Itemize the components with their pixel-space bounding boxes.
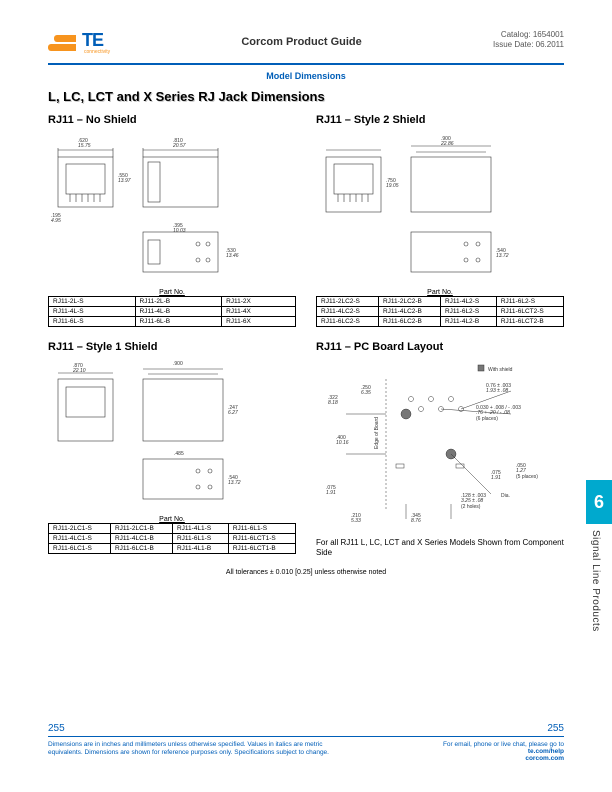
tab-number: 6	[586, 480, 612, 524]
svg-text:Dia.: Dia.	[501, 493, 510, 499]
page-footer: 255 255 Dimensions are in inches and mil…	[48, 723, 564, 762]
svg-text:1.93 ± .08: 1.93 ± .08	[486, 388, 508, 394]
svg-text:22.10: 22.10	[72, 368, 86, 374]
svg-text:6.27: 6.27	[228, 410, 238, 416]
svg-text:6.35: 6.35	[361, 390, 371, 396]
pcb-footnote: For all RJ11 L, LC, LCT and X Series Mod…	[316, 538, 564, 559]
drawing-pcb: With shield .322 8.18 .250 6.35 .400 10.…	[316, 359, 556, 529]
svg-text:(2 holes): (2 holes)	[461, 504, 481, 510]
panel-pcb: RJ11 – PC Board Layout	[316, 341, 564, 559]
brand-logo: TE connectivity	[48, 30, 110, 55]
parts-table-3: RJ11-2LC1-SRJ11-2LC1-BRJ11-4L1-SRJ11-6L1…	[48, 523, 296, 554]
svg-text:.485: .485	[174, 451, 184, 457]
section-label: Model Dimensions	[48, 71, 564, 81]
svg-text:13.97: 13.97	[118, 178, 131, 184]
panel-no-shield: RJ11 – No Shield	[48, 114, 296, 327]
svg-text:(6 places): (6 places)	[476, 416, 498, 422]
svg-text:1.91: 1.91	[491, 475, 501, 481]
drawing-style2: .900 22.86 .750 19.05 .540 13.72	[316, 132, 556, 282]
section-tab: 6 Signal Line Products	[586, 480, 612, 632]
svg-text:19.05: 19.05	[386, 183, 399, 189]
tab-label: Signal Line Products	[586, 530, 601, 632]
svg-text:.900: .900	[173, 361, 183, 367]
page-header: TE connectivity Corcom Product Guide Cat…	[48, 30, 564, 59]
panel-style1: RJ11 – Style 1 Shield .870 22.10 .900 .2…	[48, 341, 296, 559]
drawing-no-shield: .620 15.75 .810 20.57 .550 13.97 .195 4.…	[48, 132, 288, 282]
tolerance-note: All tolerances ± 0.010 [0.25] unless oth…	[48, 569, 564, 576]
svg-text:10.03: 10.03	[173, 228, 186, 234]
svg-text:20.57: 20.57	[172, 143, 186, 149]
panel-style2: RJ11 – Style 2 Shield .900	[316, 114, 564, 327]
svg-text:10.16: 10.16	[336, 440, 349, 446]
svg-text:13.46: 13.46	[226, 253, 239, 259]
svg-text:5.33: 5.33	[351, 518, 361, 524]
header-rule	[48, 63, 564, 65]
svg-text:22.86: 22.86	[440, 141, 454, 147]
svg-text:Edge of Board: Edge of Board	[374, 417, 380, 449]
svg-text:13.72: 13.72	[228, 480, 241, 486]
svg-text:(5 places): (5 places)	[516, 474, 538, 480]
svg-text:4.95: 4.95	[51, 218, 61, 224]
svg-text:8.76: 8.76	[411, 518, 421, 524]
brand-subtext: connectivity	[84, 49, 110, 55]
brand-text: TE	[82, 30, 110, 51]
page-title: L, LC, LCT and X Series RJ Jack Dimensio…	[48, 89, 564, 104]
svg-text:15.75: 15.75	[78, 143, 91, 149]
drawing-style1: .870 22.10 .900 .247 6.27 .485 .540 13.7…	[48, 359, 288, 509]
content-grid: RJ11 – No Shield	[48, 114, 564, 559]
svg-text:13.72: 13.72	[496, 253, 509, 259]
doc-title: Corcom Product Guide	[241, 36, 361, 48]
svg-text:1.91: 1.91	[326, 490, 336, 496]
svg-text:8.18: 8.18	[328, 400, 338, 406]
svg-text:With shield: With shield	[488, 367, 513, 373]
parts-table-1: RJ11-2L-SRJ11-2L-BRJ11-2X RJ11-4L-SRJ11-…	[48, 296, 296, 327]
doc-meta: Catalog: 1654001 Issue Date: 06.2011	[493, 30, 564, 51]
parts-table-2: RJ11-2LC2-SRJ11-2LC2-BRJ11-4L2-SRJ11-6L2…	[316, 296, 564, 327]
